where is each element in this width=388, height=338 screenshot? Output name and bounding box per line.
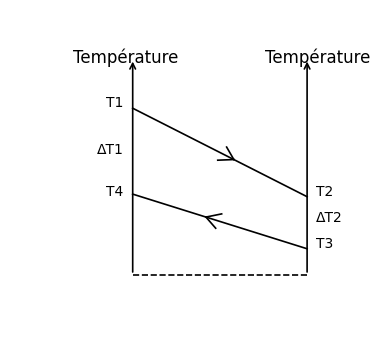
Text: T3: T3 [316,237,333,250]
Text: ΔT2: ΔT2 [316,211,343,224]
Text: Température: Température [73,48,178,67]
Text: ΔT1: ΔT1 [97,143,124,157]
Text: T4: T4 [106,185,124,198]
Text: T2: T2 [316,185,333,198]
Text: Température: Température [265,48,371,67]
Text: T1: T1 [106,96,124,110]
